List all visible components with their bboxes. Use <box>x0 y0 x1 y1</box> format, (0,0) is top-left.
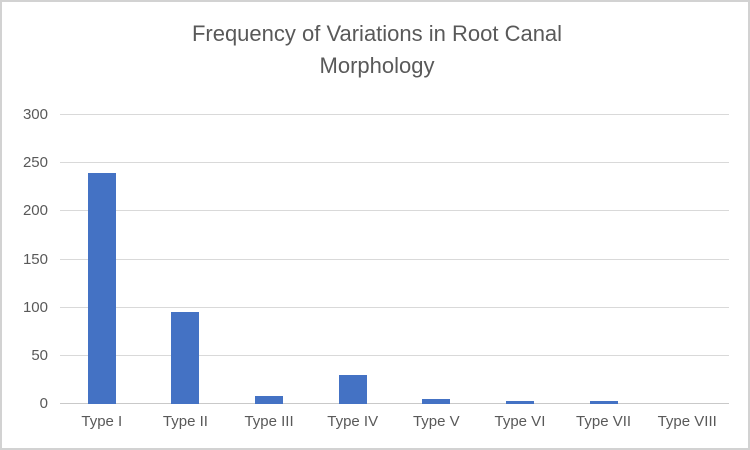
bar-type-v <box>422 399 451 404</box>
bar-type-i <box>87 172 116 404</box>
y-tick-label: 150 <box>22 250 48 268</box>
y-tick-label: 250 <box>22 154 48 172</box>
bar-type-iii <box>255 396 284 404</box>
chart-title: Frequency of Variations in Root Canal Mo… <box>191 21 563 78</box>
bar-type-iv <box>338 375 367 404</box>
y-tick-label: 300 <box>22 106 48 123</box>
bar-type-ii <box>171 311 200 404</box>
x-tick-label: Type VI <box>494 413 546 430</box>
y-tick-label: 200 <box>22 202 48 220</box>
y-tick-label: 100 <box>22 298 48 316</box>
gridline <box>60 210 729 212</box>
x-tick-label: Type I <box>81 413 123 430</box>
x-tick-label: Type V <box>412 413 460 430</box>
plot-area <box>60 114 729 404</box>
bar-type-vii <box>589 401 618 404</box>
gridline <box>60 162 729 164</box>
x-tick-label: Type VII <box>576 413 632 430</box>
gridline <box>60 114 729 115</box>
gridline <box>60 306 729 308</box>
y-tick-label: 50 <box>31 346 48 364</box>
x-tick-label: Type III <box>244 413 294 430</box>
y-tick-label: 0 <box>39 395 48 412</box>
x-axis-line <box>60 403 729 404</box>
bar-type-vi <box>505 401 534 404</box>
x-tick-label: Type II <box>162 413 208 430</box>
gridline <box>60 258 729 260</box>
gridline <box>60 354 729 356</box>
x-tick-label: Type VIII <box>657 413 717 430</box>
x-tick-label: Type IV <box>327 413 379 430</box>
